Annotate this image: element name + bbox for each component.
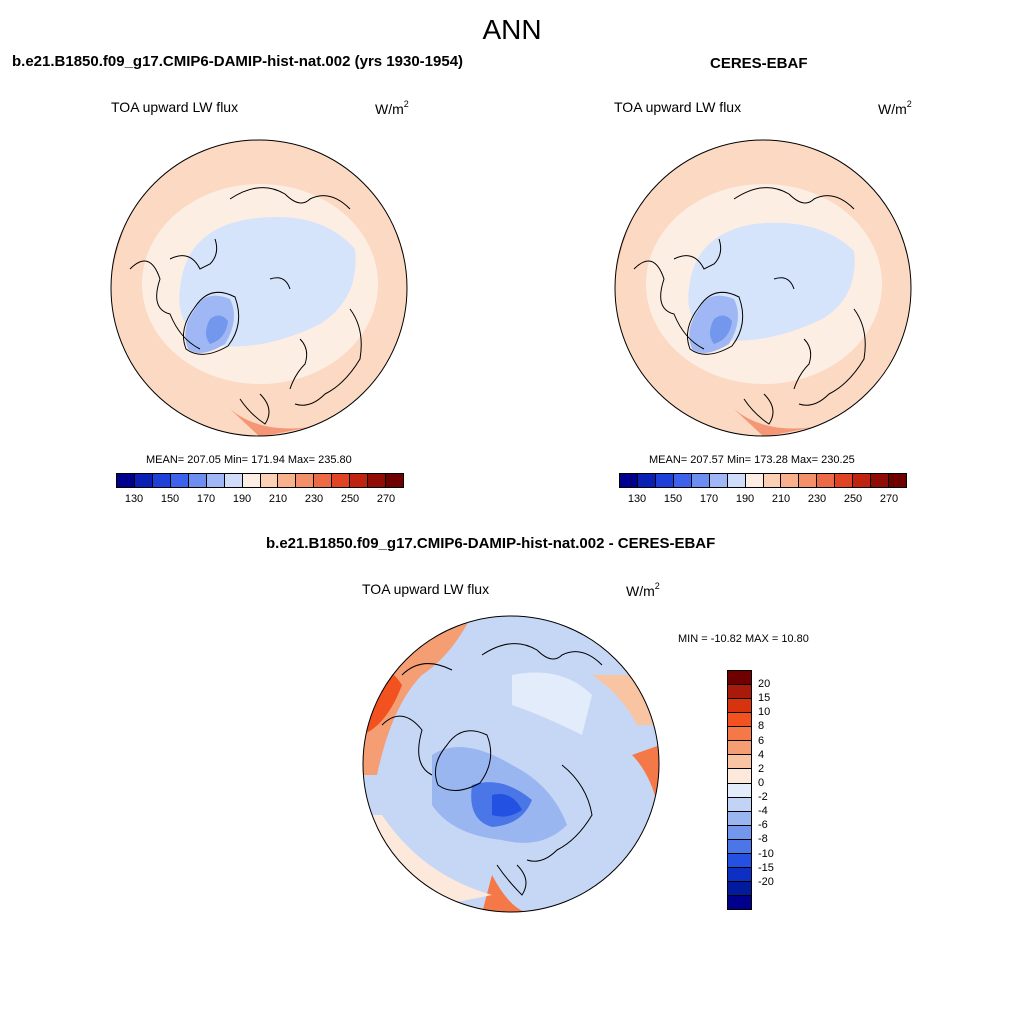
colorbar-swatch <box>368 474 387 487</box>
colorbar-tick-label: 190 <box>232 493 252 505</box>
colorbar-tick-label: -4 <box>758 805 768 818</box>
model-variable-label: TOA upward LW flux <box>111 99 239 115</box>
colorbar-tick-label: -20 <box>758 875 774 888</box>
colorbar-swatch <box>728 839 751 854</box>
colorbar-tick-label: 210 <box>268 493 288 505</box>
colorbar-swatch <box>817 474 836 487</box>
colorbar-tick-label: 130 <box>627 493 647 505</box>
colorbar-swatch <box>728 881 751 896</box>
diff-units-label: W/m2 <box>626 581 660 599</box>
colorbar-swatch <box>728 769 751 784</box>
colorbar-swatch <box>727 474 746 487</box>
obs-colorbar <box>619 473 907 488</box>
colorbar-tick-label: 130 <box>124 493 144 505</box>
colorbar-swatch <box>728 797 751 812</box>
colorbar-swatch <box>709 474 728 487</box>
colorbar-swatch <box>728 741 751 756</box>
obs-polar-map <box>614 139 912 437</box>
colorbar-tick-label: 4 <box>758 748 765 761</box>
colorbar-swatch <box>799 474 818 487</box>
colorbar-tick-label: 10 <box>758 706 771 719</box>
colorbar-swatch <box>655 474 674 487</box>
colorbar-tick-label: -6 <box>758 819 768 832</box>
colorbar-tick-label: 170 <box>196 493 216 505</box>
colorbar-tick-label: -8 <box>758 833 768 846</box>
colorbar-tick-label: 230 <box>807 493 827 505</box>
colorbar-tick-label: 150 <box>663 493 683 505</box>
colorbar-swatch <box>637 474 656 487</box>
colorbar-swatch <box>386 474 403 487</box>
colorbar-swatch <box>350 474 369 487</box>
colorbar-tick-label: 270 <box>879 493 899 505</box>
colorbar-swatch <box>188 474 207 487</box>
colorbar-swatch <box>296 474 315 487</box>
diff-panel-title: b.e21.B1850.f09_g17.CMIP6-DAMIP-hist-nat… <box>266 535 716 552</box>
colorbar-tick-label: 170 <box>699 493 719 505</box>
colorbar-tick-label: 210 <box>771 493 791 505</box>
colorbar-swatch <box>170 474 189 487</box>
colorbar-swatch <box>853 474 872 487</box>
colorbar-tick-label: 270 <box>376 493 396 505</box>
colorbar-swatch <box>134 474 153 487</box>
colorbar-swatch <box>152 474 171 487</box>
colorbar-swatch <box>728 783 751 798</box>
colorbar-swatch <box>871 474 890 487</box>
colorbar-tick-label: 230 <box>304 493 324 505</box>
obs-variable-label: TOA upward LW flux <box>614 99 742 115</box>
colorbar-swatch <box>728 685 751 700</box>
colorbar-swatch <box>691 474 710 487</box>
colorbar-swatch <box>728 727 751 742</box>
model-units-label: W/m2 <box>375 99 409 117</box>
diff-polar-map <box>362 615 660 913</box>
model-stats: MEAN= 207.05 Min= 171.94 Max= 235.80 <box>146 454 352 466</box>
colorbar-swatch <box>728 713 751 728</box>
colorbar-tick-label: 15 <box>758 692 771 705</box>
colorbar-swatch <box>242 474 261 487</box>
colorbar-swatch <box>763 474 782 487</box>
model-panel-title: b.e21.B1850.f09_g17.CMIP6-DAMIP-hist-nat… <box>12 53 464 70</box>
obs-units-label: W/m2 <box>878 99 912 117</box>
colorbar-tick-label: -10 <box>758 847 774 860</box>
colorbar-swatch <box>620 474 638 487</box>
colorbar-swatch <box>728 811 751 826</box>
colorbar-swatch <box>332 474 351 487</box>
colorbar-swatch <box>745 474 764 487</box>
colorbar-swatch <box>314 474 333 487</box>
colorbar-tick-label: 250 <box>340 493 360 505</box>
colorbar-swatch <box>728 671 751 686</box>
colorbar-swatch <box>728 867 751 882</box>
diff-variable-label: TOA upward LW flux <box>362 581 490 597</box>
colorbar-swatch <box>728 755 751 770</box>
diff-stats: MIN = -10.82 MAX = 10.80 <box>678 633 809 645</box>
colorbar-swatch <box>117 474 135 487</box>
model-polar-map <box>110 139 408 437</box>
colorbar-tick-label: 250 <box>843 493 863 505</box>
colorbar-swatch <box>728 825 751 840</box>
colorbar-swatch <box>781 474 800 487</box>
colorbar-tick-label: 20 <box>758 678 771 691</box>
colorbar-tick-label: 8 <box>758 720 765 733</box>
colorbar-swatch <box>260 474 279 487</box>
colorbar-swatch <box>673 474 692 487</box>
colorbar-swatch <box>728 699 751 714</box>
colorbar-swatch <box>889 474 906 487</box>
colorbar-tick-label: 6 <box>758 734 765 747</box>
colorbar-swatch <box>728 853 751 868</box>
colorbar-tick-label: 0 <box>758 776 765 789</box>
obs-panel-title: CERES-EBAF <box>710 55 808 72</box>
colorbar-tick-label: -2 <box>758 791 768 804</box>
colorbar-swatch <box>728 896 751 910</box>
colorbar-swatch <box>278 474 297 487</box>
colorbar-tick-label: -15 <box>758 861 774 874</box>
colorbar-swatch <box>206 474 225 487</box>
colorbar-swatch <box>224 474 243 487</box>
page-title: ANN <box>482 14 542 45</box>
diff-colorbar <box>727 670 752 910</box>
colorbar-swatch <box>835 474 854 487</box>
model-colorbar <box>116 473 404 488</box>
colorbar-tick-label: 190 <box>735 493 755 505</box>
obs-stats: MEAN= 207.57 Min= 173.28 Max= 230.25 <box>649 454 855 466</box>
colorbar-tick-label: 2 <box>758 762 765 775</box>
colorbar-tick-label: 150 <box>160 493 180 505</box>
